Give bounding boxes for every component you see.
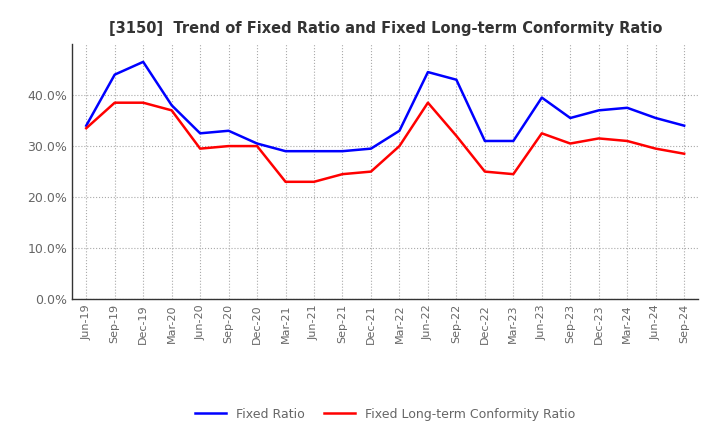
Fixed Ratio [310,149,318,154]
Fixed Ratio [82,123,91,128]
Fixed Long-term Conformity Ratio [566,141,575,146]
Fixed Ratio [509,138,518,143]
Fixed Ratio [623,105,631,110]
Fixed Long-term Conformity Ratio [366,169,375,174]
Fixed Long-term Conformity Ratio [595,136,603,141]
Fixed Long-term Conformity Ratio [480,169,489,174]
Fixed Ratio [139,59,148,65]
Line: Fixed Ratio: Fixed Ratio [86,62,684,151]
Fixed Long-term Conformity Ratio [310,179,318,184]
Fixed Long-term Conformity Ratio [652,146,660,151]
Fixed Ratio [537,95,546,100]
Fixed Long-term Conformity Ratio [623,138,631,143]
Fixed Long-term Conformity Ratio [225,143,233,149]
Fixed Long-term Conformity Ratio [537,131,546,136]
Fixed Ratio [366,146,375,151]
Fixed Ratio [253,141,261,146]
Fixed Long-term Conformity Ratio [82,125,91,131]
Fixed Long-term Conformity Ratio [509,172,518,177]
Fixed Ratio [395,128,404,133]
Fixed Ratio [423,70,432,75]
Fixed Ratio [167,103,176,108]
Fixed Long-term Conformity Ratio [452,133,461,139]
Fixed Long-term Conformity Ratio [338,172,347,177]
Fixed Long-term Conformity Ratio [253,143,261,149]
Fixed Long-term Conformity Ratio [423,100,432,105]
Fixed Long-term Conformity Ratio [196,146,204,151]
Fixed Long-term Conformity Ratio [282,179,290,184]
Fixed Ratio [282,149,290,154]
Fixed Ratio [452,77,461,82]
Fixed Long-term Conformity Ratio [110,100,119,105]
Fixed Ratio [110,72,119,77]
Fixed Ratio [566,115,575,121]
Fixed Long-term Conformity Ratio [680,151,688,156]
Fixed Ratio [225,128,233,133]
Fixed Long-term Conformity Ratio [167,108,176,113]
Legend: Fixed Ratio, Fixed Long-term Conformity Ratio: Fixed Ratio, Fixed Long-term Conformity … [190,403,580,425]
Fixed Ratio [652,115,660,121]
Fixed Ratio [480,138,489,143]
Title: [3150]  Trend of Fixed Ratio and Fixed Long-term Conformity Ratio: [3150] Trend of Fixed Ratio and Fixed Lo… [109,21,662,36]
Fixed Long-term Conformity Ratio [139,100,148,105]
Fixed Long-term Conformity Ratio [395,143,404,149]
Fixed Ratio [680,123,688,128]
Fixed Ratio [196,131,204,136]
Fixed Ratio [595,108,603,113]
Fixed Ratio [338,149,347,154]
Line: Fixed Long-term Conformity Ratio: Fixed Long-term Conformity Ratio [86,103,684,182]
